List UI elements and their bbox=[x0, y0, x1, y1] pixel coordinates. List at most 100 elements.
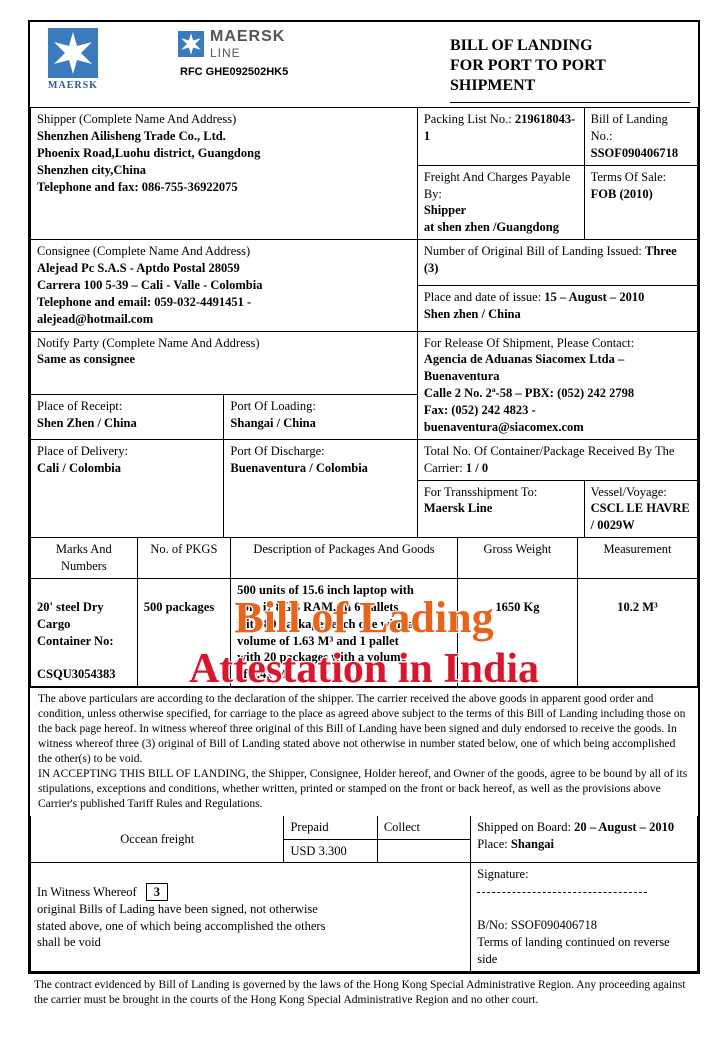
trans-value: Maersk Line bbox=[424, 501, 492, 515]
receipt-cell: Place of Receipt: Shen Zhen / China bbox=[31, 394, 224, 439]
freight-l2: at shen zhen /Guangdong bbox=[424, 220, 559, 234]
desc-cell: 500 units of 15.6 inch laptop with core … bbox=[231, 578, 458, 686]
terms-value: FOB (2010) bbox=[591, 187, 653, 201]
maersk-star-small-icon bbox=[178, 31, 204, 57]
footer-text: The contract evidenced by Bill of Landin… bbox=[28, 974, 700, 1008]
release-l1: Agencia de Aduanas Siacomex Ltda – Buena… bbox=[424, 352, 624, 383]
shipped-label: Shipped on Board: bbox=[477, 820, 574, 834]
bno-value: SSOF090406718 bbox=[511, 918, 597, 932]
marks-cell: 20' steel Dry Cargo Container No: CSQU30… bbox=[31, 578, 138, 686]
vessel-value: CSCL LE HAVRE / 0029W bbox=[591, 501, 690, 532]
discharge-label: Port Of Discharge: bbox=[230, 444, 324, 458]
freight-label: Freight And Charges Payable By: bbox=[424, 170, 571, 201]
receipt-label: Place of Receipt: bbox=[37, 399, 122, 413]
issue-date: 15 – August – 2010 bbox=[544, 290, 644, 304]
packing-list-cell: Packing List No.: 219618043-1 bbox=[417, 108, 584, 166]
witness-cell: In Witness Whereof 3 original Bills of L… bbox=[31, 863, 471, 971]
issue-cell: Place and date of issue: 15 – August – 2… bbox=[417, 285, 697, 331]
logo-block: MAERSK bbox=[38, 28, 108, 103]
num-original-cell: Number of Original Bill of Landing Issue… bbox=[417, 240, 697, 286]
terms-cell: Terms Of Sale: FOB (2010) bbox=[584, 165, 697, 240]
containers-cell: Total No. Of Container/Package Received … bbox=[417, 439, 697, 480]
meas-val: 10.2 M³ bbox=[617, 600, 658, 614]
gross-val: 1650 Kg bbox=[495, 600, 539, 614]
collect-value bbox=[377, 839, 470, 863]
brand-line2: LINE bbox=[210, 46, 285, 60]
vessel-label: Vessel/Voyage: bbox=[591, 485, 667, 499]
marks-l2: Container No: bbox=[37, 634, 114, 648]
consignee-l3: Telephone and email: 059-032-4491451 - bbox=[37, 295, 251, 309]
vessel-cell: Vessel/Voyage: CSCL LE HAVRE / 0029W bbox=[584, 480, 697, 538]
rfc-code: RFC GHE092502HK5 bbox=[180, 66, 450, 78]
header: MAERSK MAERSK LINE RFC GHE092502HK5 BILL… bbox=[30, 22, 698, 107]
desc-l4: volume of 1.63 M³ and 1 pallet bbox=[237, 634, 399, 648]
witness-text: original Bills of Lading have been signe… bbox=[37, 901, 327, 952]
shipper-l2: Phoenix Road,Luohu district, Guangdong bbox=[37, 146, 260, 160]
cargo-table: Marks And Numbers No. of PKGS Descriptio… bbox=[30, 538, 698, 687]
terms-label: Terms Of Sale: bbox=[591, 170, 667, 184]
desc-l2: core i7 8GB RAM, In 6 pallets bbox=[237, 600, 398, 614]
shipper-l3: Shenzhen city,China bbox=[37, 163, 146, 177]
consignee-l2: Carrera 100 5-39 – Cali - Valle - Colomb… bbox=[37, 278, 262, 292]
desc-l3: with 80 packages each one with a bbox=[237, 617, 413, 631]
discharge-value: Buenaventura / Colombia bbox=[230, 461, 368, 475]
loading-value: Shangai / China bbox=[230, 416, 315, 430]
shipped-cell: Shipped on Board: 20 – August – 2010 Pla… bbox=[471, 816, 698, 863]
shipper-l1: Shenzhen Ailisheng Trade Co., Ltd. bbox=[37, 129, 226, 143]
packing-label: Packing List No.: bbox=[424, 112, 515, 126]
desc-l6: of 0.41 M³ bbox=[237, 667, 291, 681]
release-label: For Release Of Shipment, Please Contact: bbox=[424, 336, 634, 350]
pkgs-val: 500 packages bbox=[144, 600, 215, 614]
signature-cell: Signature: B/No: SSOF090406718 Terms of … bbox=[471, 863, 698, 971]
freight-l1: Shipper bbox=[424, 203, 466, 217]
col-gross: Gross Weight bbox=[457, 538, 577, 578]
receipt-value: Shen Zhen / China bbox=[37, 416, 137, 430]
shipped-date: 20 – August – 2010 bbox=[574, 820, 674, 834]
consignee-label: Consignee (Complete Name And Address) bbox=[37, 244, 250, 258]
notify-label: Notify Party (Complete Name And Address) bbox=[37, 336, 260, 350]
containers-label: Total No. Of Container/Package Received … bbox=[424, 444, 675, 475]
col-meas: Measurement bbox=[577, 538, 697, 578]
gross-cell: 1650 Kg bbox=[457, 578, 577, 686]
issue-label: Place and date of issue: bbox=[424, 290, 544, 304]
title-l1: BILL OF LANDING bbox=[450, 36, 690, 56]
freight-payable-cell: Freight And Charges Payable By: Shipper … bbox=[417, 165, 584, 240]
issue-place: Shen zhen / China bbox=[424, 307, 521, 321]
prepaid-value: USD 3.300 bbox=[284, 839, 377, 863]
prepaid-header: Prepaid bbox=[284, 816, 377, 839]
consignee-cell: Consignee (Complete Name And Address) Al… bbox=[31, 240, 418, 331]
consignee-l1: Alejead Pc S.A.S - Aptdo Postal 28059 bbox=[37, 261, 240, 275]
freight-table: Occean freight Prepaid Collect Shipped o… bbox=[30, 816, 698, 972]
maersk-star-icon bbox=[48, 28, 98, 78]
containers-value: 1 / 0 bbox=[466, 461, 488, 475]
title-l3: SHIPMENT bbox=[450, 76, 690, 96]
bill-of-lading-document: MAERSK MAERSK LINE RFC GHE092502HK5 BILL… bbox=[28, 20, 700, 974]
shipped-place: Shangai bbox=[511, 837, 554, 851]
brand-line1: MAERSK bbox=[210, 28, 285, 46]
blno-value: SSOF090406718 bbox=[591, 146, 679, 160]
signature-line bbox=[477, 892, 647, 893]
signature-label: Signature: bbox=[477, 867, 528, 881]
delivery-value: Cali / Colombia bbox=[37, 461, 121, 475]
col-pkgs: No. of PKGS bbox=[137, 538, 230, 578]
delivery-cell: Place of Delivery: Cali / Colombia bbox=[31, 439, 224, 537]
loading-cell: Port Of Loading: Shangai / China bbox=[224, 394, 417, 439]
legal-text: The above particulars are according to t… bbox=[30, 687, 698, 816]
witness-label: In Witness Whereof bbox=[37, 885, 137, 899]
logo-text: MAERSK bbox=[38, 80, 108, 91]
shipped-place-l: Place: bbox=[477, 837, 511, 851]
discharge-cell: Port Of Discharge: Buenaventura / Colomb… bbox=[224, 439, 417, 537]
notify-value: Same as consignee bbox=[37, 352, 135, 366]
marks-l1: 20' steel Dry Cargo bbox=[37, 600, 104, 631]
loading-label: Port Of Loading: bbox=[230, 399, 315, 413]
collect-header: Collect bbox=[377, 816, 470, 839]
shipper-l4: Telephone and fax: 086-755-36922075 bbox=[37, 180, 238, 194]
transshipment-cell: For Transshipment To: Maersk Line bbox=[417, 480, 584, 538]
desc-l5: with 20 packages with a volume bbox=[237, 650, 406, 664]
col-desc: Description of Packages And Goods bbox=[231, 538, 458, 578]
bl-no-cell: Bill of Landing No.: SSOF090406718 bbox=[584, 108, 697, 166]
pkgs-cell: 500 packages bbox=[137, 578, 230, 686]
delivery-label: Place of Delivery: bbox=[37, 444, 128, 458]
release-cell: For Release Of Shipment, Please Contact:… bbox=[417, 331, 697, 439]
shipper-label: Shipper (Complete Name And Address) bbox=[37, 112, 236, 126]
